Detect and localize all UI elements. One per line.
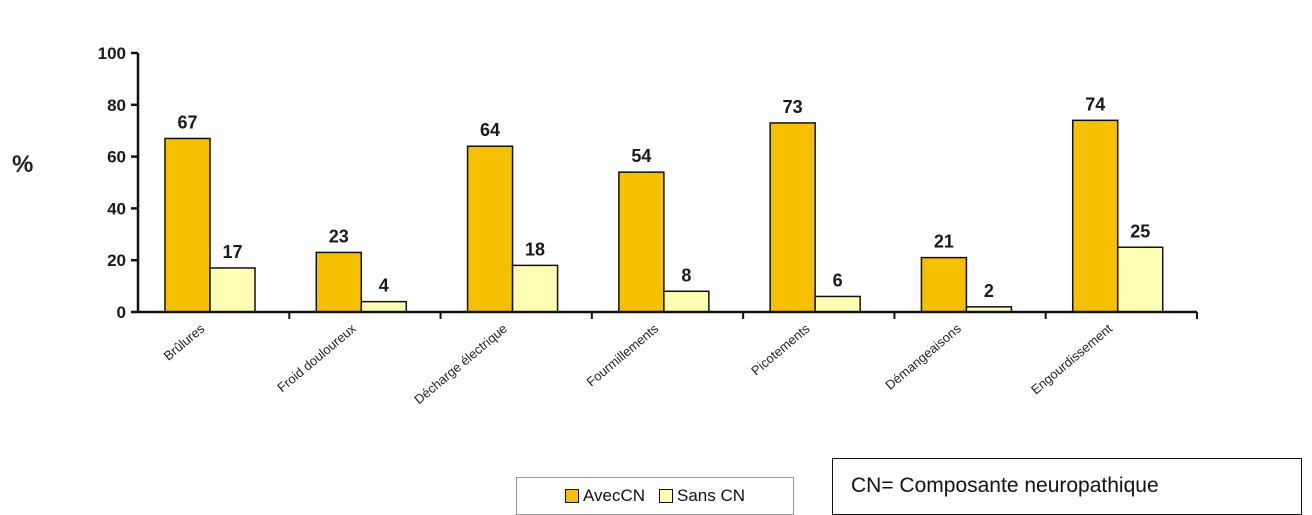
bar-sans-cn [360,300,408,313]
legend-swatch-sans-cn [659,489,673,503]
category-label: Engourdissement [1028,321,1115,398]
legend-label-sans-cn: Sans CN [677,486,746,505]
y-axis-label: % [12,151,33,178]
legend-item-avec-cn: AvecCN [564,486,645,506]
bar-avec-cn [618,171,665,313]
bar-avec-cn [315,251,363,313]
data-label-sans-cn: 2 [984,281,994,301]
data-label-avec-cn: 64 [480,120,500,140]
data-label-sans-cn: 25 [1130,221,1150,241]
category-label: Décharge électrique [411,321,510,407]
bar-avec-cn [920,256,968,313]
data-label-sans-cn: 17 [222,242,242,262]
y-tick-label: 20 [107,251,126,270]
category-label: Picotements [748,320,813,378]
bar-avec-cn [769,122,816,313]
data-label-avec-cn: 23 [329,226,349,246]
y-tick-label: 0 [117,303,126,322]
bar-sans-cn [209,267,256,313]
data-label-sans-cn: 4 [379,276,389,296]
data-label-sans-cn: 6 [833,270,843,290]
bar-sans-cn [663,290,710,313]
y-tick-label: 100 [98,44,126,63]
definition-note-text: CN= Composante neuropathique [851,474,1159,497]
data-label-avec-cn: 21 [934,232,954,252]
category-label: Brûlures [161,320,208,363]
category-label: Fourmillements [584,320,662,389]
data-label-avec-cn: 73 [783,97,803,117]
legend-item-sans-cn: Sans CN [659,486,745,506]
legend-swatch-avec-cn [564,489,579,503]
data-label-sans-cn: 8 [681,265,691,285]
category-label: Froid douloureux [274,320,359,395]
bar-sans-cn [511,264,559,313]
y-tick-label: 40 [107,199,126,218]
bar-chart: 0 20 40 60 80 100% 67 17 Brûlures 23 4 Froid doulou… [12,44,1198,407]
legend-label-avec-cn: AvecCN [582,486,645,505]
data-label-avec-cn: 74 [1085,94,1105,114]
data-label-sans-cn: 18 [525,239,545,259]
category-label: Démangeaisons [882,320,964,392]
definition-note: CN= Composante neuropathique [832,458,1302,515]
y-tick-label: 60 [107,148,126,167]
bar-sans-cn [814,295,861,313]
bar-avec-cn [164,137,211,313]
data-label-avec-cn: 67 [177,112,197,132]
data-label-avec-cn: 54 [631,146,651,166]
bar-avec-cn [1071,119,1119,313]
y-tick-label: 80 [107,96,126,115]
legend: AvecCN Sans CN [516,477,794,515]
bar-avec-cn [466,145,514,313]
bar-sans-cn [1116,246,1164,313]
